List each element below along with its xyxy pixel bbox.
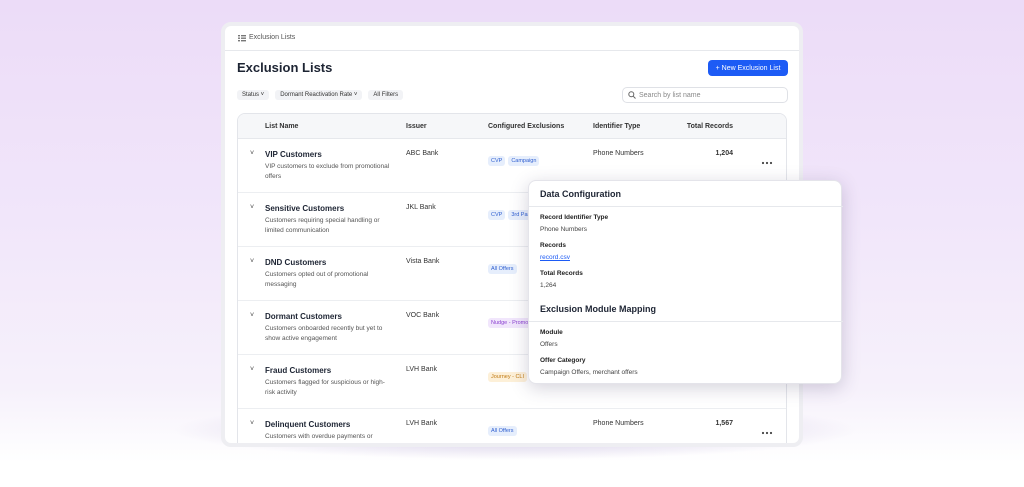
- issuer: ABC Bank: [406, 150, 439, 157]
- exclusion-tags: All Offers: [488, 419, 520, 437]
- exclusion-tags: Nudge - Promotions: [488, 311, 546, 329]
- expand-chevron[interactable]: ˅: [250, 420, 255, 427]
- list-description: Customers opted out of promotional messa…: [265, 271, 369, 288]
- popup-title: Data Configuration: [540, 189, 621, 199]
- field-label: Offer Category: [540, 357, 586, 364]
- field-label: Total Records: [540, 270, 583, 277]
- identifier-type: Phone Numbers: [593, 420, 644, 427]
- more-icon: [761, 161, 773, 165]
- data-configuration-popup: Data Configuration Record Identifier Type…: [528, 180, 843, 384]
- list-name: Delinquent Customers: [265, 420, 351, 429]
- exclusion-tags: CVP 3rd Party: [488, 203, 540, 221]
- exclusion-tag: All Offers: [488, 264, 517, 274]
- expand-chevron[interactable]: ˅: [250, 150, 255, 157]
- section-title: Exclusion Module Mapping: [540, 304, 657, 314]
- exclusion-tags: CVP Campaign: [488, 149, 542, 167]
- total-records: 1,204: [715, 150, 733, 157]
- more-menu[interactable]: [761, 152, 773, 170]
- column-header[interactable]: Total Records: [686, 123, 733, 130]
- issuer: Vista Bank: [406, 258, 440, 265]
- exclusion-tag: 3rd Party: [508, 210, 537, 220]
- issuer: JKL Bank: [406, 204, 436, 211]
- table-row[interactable]: ˅ Delinquent Customers Customers with over…: [238, 409, 786, 447]
- table: List Name Issuer Configured Exclusions Iden…: [237, 113, 787, 447]
- identifier-type: Phone Numbers: [593, 150, 644, 157]
- field-label: Records: [540, 242, 567, 249]
- column-header[interactable]: Identifier Type: [593, 123, 641, 130]
- list-name: VIP Customers: [265, 150, 322, 159]
- floor: [0, 462, 1024, 487]
- list-name: DND Customers: [265, 258, 327, 267]
- filter-chip[interactable]: All Filters: [368, 90, 404, 100]
- list-name: Fraud Customers: [265, 366, 332, 375]
- divider: [529, 206, 843, 207]
- field-value: Offers: [540, 341, 558, 348]
- exclusion-tag: CVP: [488, 210, 506, 220]
- list-icon: [238, 35, 246, 42]
- exclusion-tag: Campaign: [508, 156, 540, 166]
- table-header: List Name Issuer Configured Exclusions Iden…: [238, 114, 786, 139]
- field-value: 1,264: [540, 282, 557, 289]
- divider: [225, 50, 799, 51]
- field-label: Record Identifier Type: [540, 214, 609, 221]
- file-link[interactable]: record.csv: [540, 254, 570, 261]
- issuer: LVH Bank: [406, 420, 437, 427]
- column-header[interactable]: Issuer: [406, 123, 427, 130]
- breadcrumb[interactable]: Exclusion Lists: [249, 34, 296, 41]
- field-label: Module: [540, 329, 563, 336]
- table-row[interactable]: ˅ Sensitive Customers Customers requiring …: [238, 193, 786, 247]
- divider: [529, 321, 843, 322]
- exclusion-tag: All Offers: [488, 426, 517, 436]
- filter-bar: Status ˅ Dormant Reactivation Rate ˅ All F…: [237, 90, 404, 100]
- exclusion-tag: CVP: [488, 156, 506, 166]
- search-icon: [628, 91, 636, 99]
- new-button[interactable]: + New Exclusion List: [708, 60, 788, 76]
- exclusion-tag: Nudge - Promotions: [488, 318, 543, 328]
- list-description: Customers flagged for suspicious or high…: [265, 379, 385, 396]
- list-name: Sensitive Customers: [265, 204, 345, 213]
- issuer: VOC Bank: [406, 312, 440, 319]
- list-description: VIP customers to exclude from promotiona…: [265, 163, 390, 180]
- total-records: 1,567: [715, 420, 733, 427]
- column-header[interactable]: List Name: [265, 123, 299, 130]
- list-name: Dormant Customers: [265, 312, 342, 321]
- exclusion-tags: All Offers: [488, 257, 520, 275]
- exclusion-tag: Journey - CLI: [488, 372, 528, 382]
- table-row[interactable]: ˅ VIP Customers VIP customers to exclude f…: [238, 139, 786, 193]
- search-box[interactable]: Search by list name: [622, 87, 788, 103]
- page-title: Exclusion Lists: [237, 60, 333, 75]
- list-description: Customers with overdue payments or misse…: [265, 433, 373, 447]
- exclusion-tags: Journey - CLI: [488, 365, 530, 383]
- filter-chip[interactable]: Dormant Reactivation Rate ˅: [275, 90, 363, 100]
- field-value: Campaign Offers, merchant offers: [540, 369, 638, 376]
- more-icon: [761, 431, 773, 435]
- list-description: Customers onboarded recently but yet to …: [265, 325, 383, 342]
- filter-chip[interactable]: Status ˅: [237, 90, 270, 100]
- expand-chevron[interactable]: ˅: [250, 258, 255, 265]
- list-description: Customers requiring special handling or …: [265, 217, 380, 234]
- more-menu[interactable]: [761, 422, 773, 440]
- column-header[interactable]: Configured Exclusions: [488, 123, 565, 130]
- field-value: Phone Numbers: [540, 226, 587, 233]
- issuer: LVH Bank: [406, 366, 437, 373]
- expand-chevron[interactable]: ˅: [250, 312, 255, 319]
- expand-chevron[interactable]: ˅: [250, 204, 255, 211]
- expand-chevron[interactable]: ˅: [250, 366, 255, 373]
